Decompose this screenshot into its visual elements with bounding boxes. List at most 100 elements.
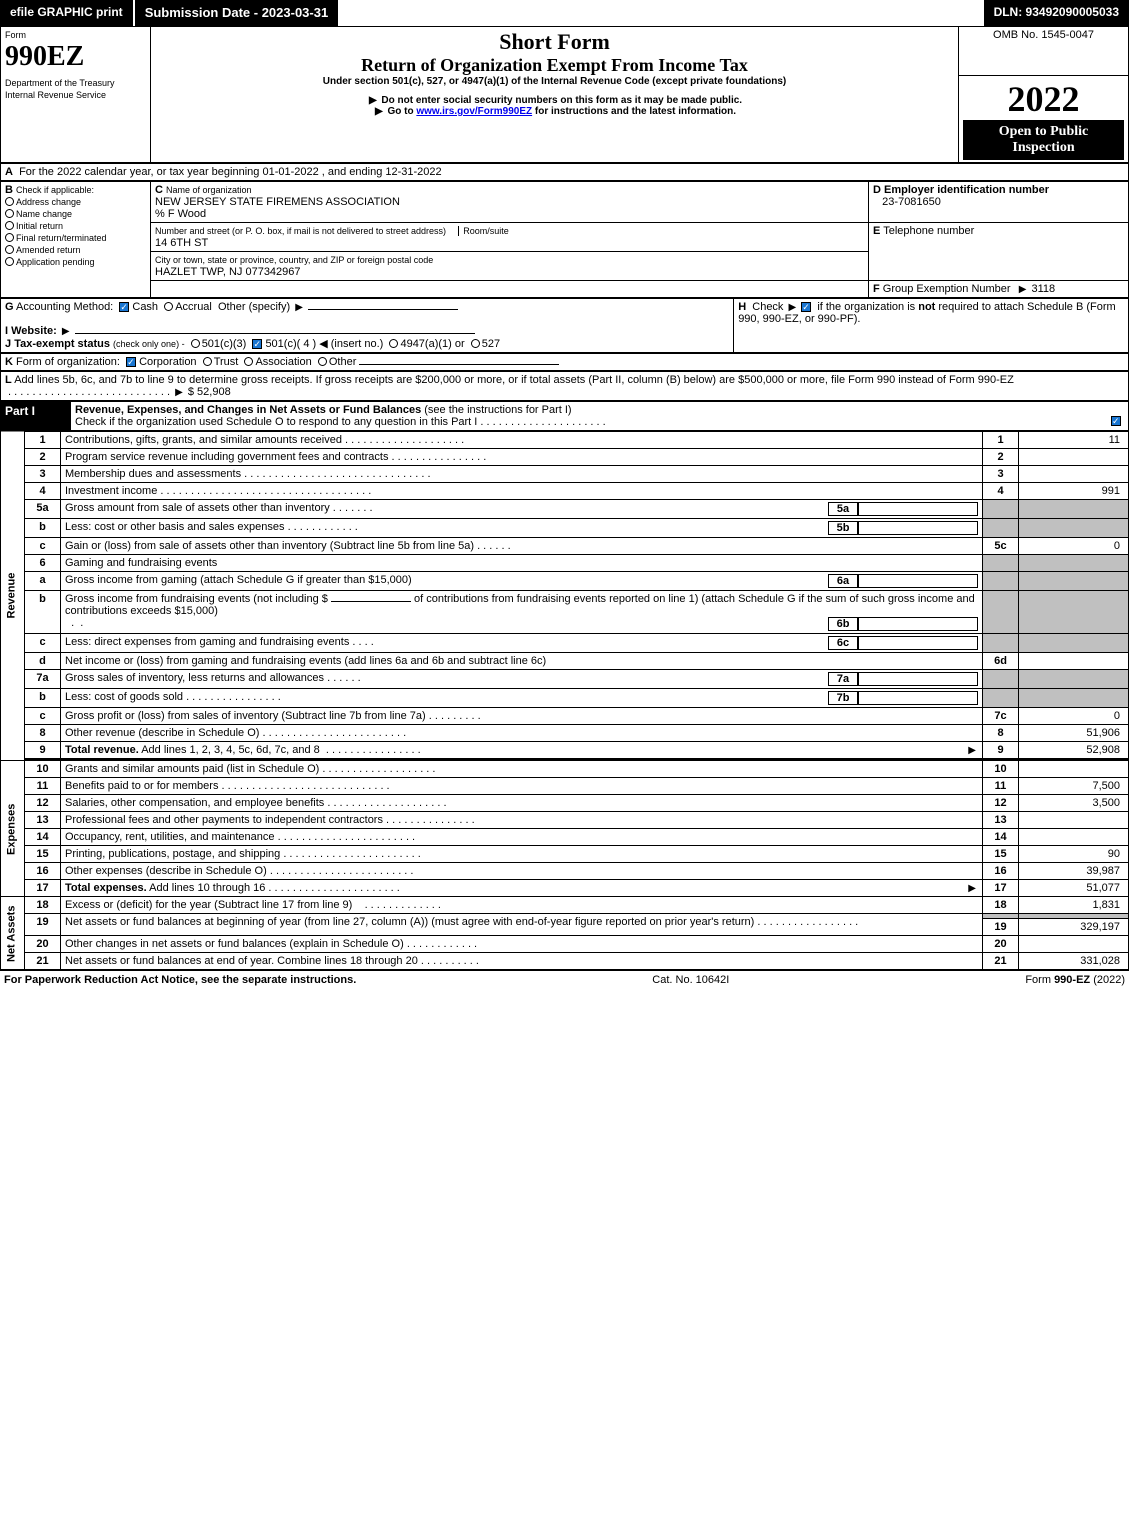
line-14-num: 14 <box>25 829 61 846</box>
k-corp-checkbox[interactable] <box>126 357 136 367</box>
line-6a-sub-amt <box>858 574 978 588</box>
line-17-num: 17 <box>25 880 61 897</box>
shade-cell <box>983 499 1019 518</box>
footer-right-a: Form <box>1025 974 1054 986</box>
b-opt-0: Address change <box>16 197 81 207</box>
ghij-block: G Accounting Method: Cash Accrual Other … <box>0 298 1129 353</box>
line-19-desc: Net assets or fund balances at beginning… <box>65 916 754 928</box>
line-15-desc: Printing, publications, postage, and shi… <box>65 848 280 860</box>
part1-schedule-o-checkbox[interactable] <box>1111 416 1121 426</box>
irs-link[interactable]: www.irs.gov/Form990EZ <box>416 106 532 117</box>
line-1-num: 1 <box>25 431 61 448</box>
line-6b-desc: Gross income from fundraising events (no… <box>65 593 328 605</box>
arrow-icon <box>1017 283 1029 295</box>
name-change-radio[interactable] <box>5 209 14 218</box>
arrow-icon <box>966 744 978 756</box>
line-17-amt: 51,077 <box>1019 880 1129 897</box>
application-pending-radio[interactable] <box>5 257 14 266</box>
amended-return-radio[interactable] <box>5 245 14 254</box>
line-1-desc: Contributions, gifts, grants, and simila… <box>65 434 342 446</box>
line-4-desc: Investment income <box>65 485 157 497</box>
line-6b-blank[interactable] <box>331 601 411 602</box>
line-20-num: 20 <box>25 936 61 953</box>
g-cash: Cash <box>132 301 158 313</box>
top-bar: efile GRAPHIC print Submission Date - 20… <box>0 0 1129 26</box>
part1-label: Part I <box>1 401 71 430</box>
shade-cell <box>983 633 1019 652</box>
shade-cell <box>983 518 1019 537</box>
line-5c-ref: 5c <box>994 540 1006 552</box>
return-title: Return of Organization Exempt From Incom… <box>155 55 954 76</box>
line-4-num: 4 <box>25 482 61 499</box>
under-section: Under section 501(c), 527, or 4947(a)(1)… <box>155 76 954 87</box>
website-input[interactable] <box>75 333 475 334</box>
b-opt-2: Initial return <box>16 221 63 231</box>
line-7a-desc: Gross sales of inventory, less returns a… <box>65 672 324 686</box>
j-label: Tax-exempt status <box>14 338 110 350</box>
street: 14 6TH ST <box>155 237 208 249</box>
k-trust-radio[interactable] <box>203 357 212 366</box>
part1-heading: Revenue, Expenses, and Changes in Net As… <box>75 404 421 416</box>
line-5b-sub-ref: 5b <box>828 521 858 535</box>
shade-cell <box>1019 518 1129 537</box>
j-527-radio[interactable] <box>471 339 480 348</box>
j-a: 501(c)(3) <box>202 338 247 350</box>
j-4947-radio[interactable] <box>389 339 398 348</box>
line-2-ref: 2 <box>997 451 1003 463</box>
efile-print-button[interactable]: efile GRAPHIC print <box>0 0 135 26</box>
line-10-ref: 10 <box>994 763 1006 775</box>
line-14-ref: 14 <box>994 831 1006 843</box>
line-7a-sub-amt <box>858 672 978 686</box>
b-opt-3: Final return/terminated <box>16 233 107 243</box>
line-21-desc: Net assets or fund balances at end of ye… <box>65 955 418 967</box>
footer-right-b: 990-EZ <box>1054 974 1090 986</box>
k-other-input[interactable] <box>359 364 559 365</box>
line-a-text: For the 2022 calendar year, or tax year … <box>19 166 442 178</box>
j-501c3-radio[interactable] <box>191 339 200 348</box>
line-8-num: 8 <box>25 724 61 741</box>
line-6b-num: b <box>25 590 61 633</box>
cash-checkbox[interactable] <box>119 302 129 312</box>
footer-left: For Paperwork Reduction Act Notice, see … <box>4 974 356 986</box>
line-6d-amt <box>1019 652 1129 669</box>
line-6a-num: a <box>25 571 61 590</box>
line-6c-desc: Less: direct expenses from gaming and fu… <box>65 636 349 650</box>
h-checkbox[interactable] <box>801 302 811 312</box>
line-3-desc: Membership dues and assessments <box>65 468 241 480</box>
line-13-ref: 13 <box>994 814 1006 826</box>
line-9-amt: 52,908 <box>1019 741 1129 759</box>
line-17-desc: Total expenses. <box>65 882 147 894</box>
dln: DLN: 93492090005033 <box>984 0 1129 26</box>
line-7c-desc: Gross profit or (loss) from sales of inv… <box>65 710 426 722</box>
line-16-amt: 39,987 <box>1019 863 1129 880</box>
j-note: (check only one) - <box>113 339 185 349</box>
line-21-num: 21 <box>25 953 61 970</box>
initial-return-radio[interactable] <box>5 221 14 230</box>
line-9-num: 9 <box>25 741 61 759</box>
k-assoc-radio[interactable] <box>244 357 253 366</box>
part1-note: (see the instructions for Part I) <box>424 404 571 416</box>
address-change-radio[interactable] <box>5 197 14 206</box>
line-6a-sub-ref: 6a <box>828 574 858 588</box>
page-footer: For Paperwork Reduction Act Notice, see … <box>0 970 1129 989</box>
arrow-icon <box>787 301 799 313</box>
open-to-public: Open to Public Inspection <box>963 120 1124 160</box>
g-label: Accounting Method: <box>16 301 113 313</box>
final-return-radio[interactable] <box>5 233 14 242</box>
line-14-amt <box>1019 829 1129 846</box>
line-11-desc: Benefits paid to or for members <box>65 780 218 792</box>
j-501c-checkbox[interactable] <box>252 339 262 349</box>
line-15-amt: 90 <box>1019 846 1129 863</box>
shade-cell <box>1019 554 1129 571</box>
other-specify-input[interactable] <box>308 309 458 310</box>
line-17-ref: 17 <box>994 882 1006 894</box>
line-12-num: 12 <box>25 795 61 812</box>
line-16-ref: 16 <box>994 865 1006 877</box>
section-a: A For the 2022 calendar year, or tax yea… <box>0 163 1129 181</box>
line-16-desc: Other expenses (describe in Schedule O) <box>65 865 267 877</box>
k-other-radio[interactable] <box>318 357 327 366</box>
line-21-ref: 21 <box>994 955 1006 967</box>
shade-cell <box>1019 571 1129 590</box>
g-accrual: Accrual <box>175 301 212 313</box>
accrual-radio[interactable] <box>164 302 173 311</box>
